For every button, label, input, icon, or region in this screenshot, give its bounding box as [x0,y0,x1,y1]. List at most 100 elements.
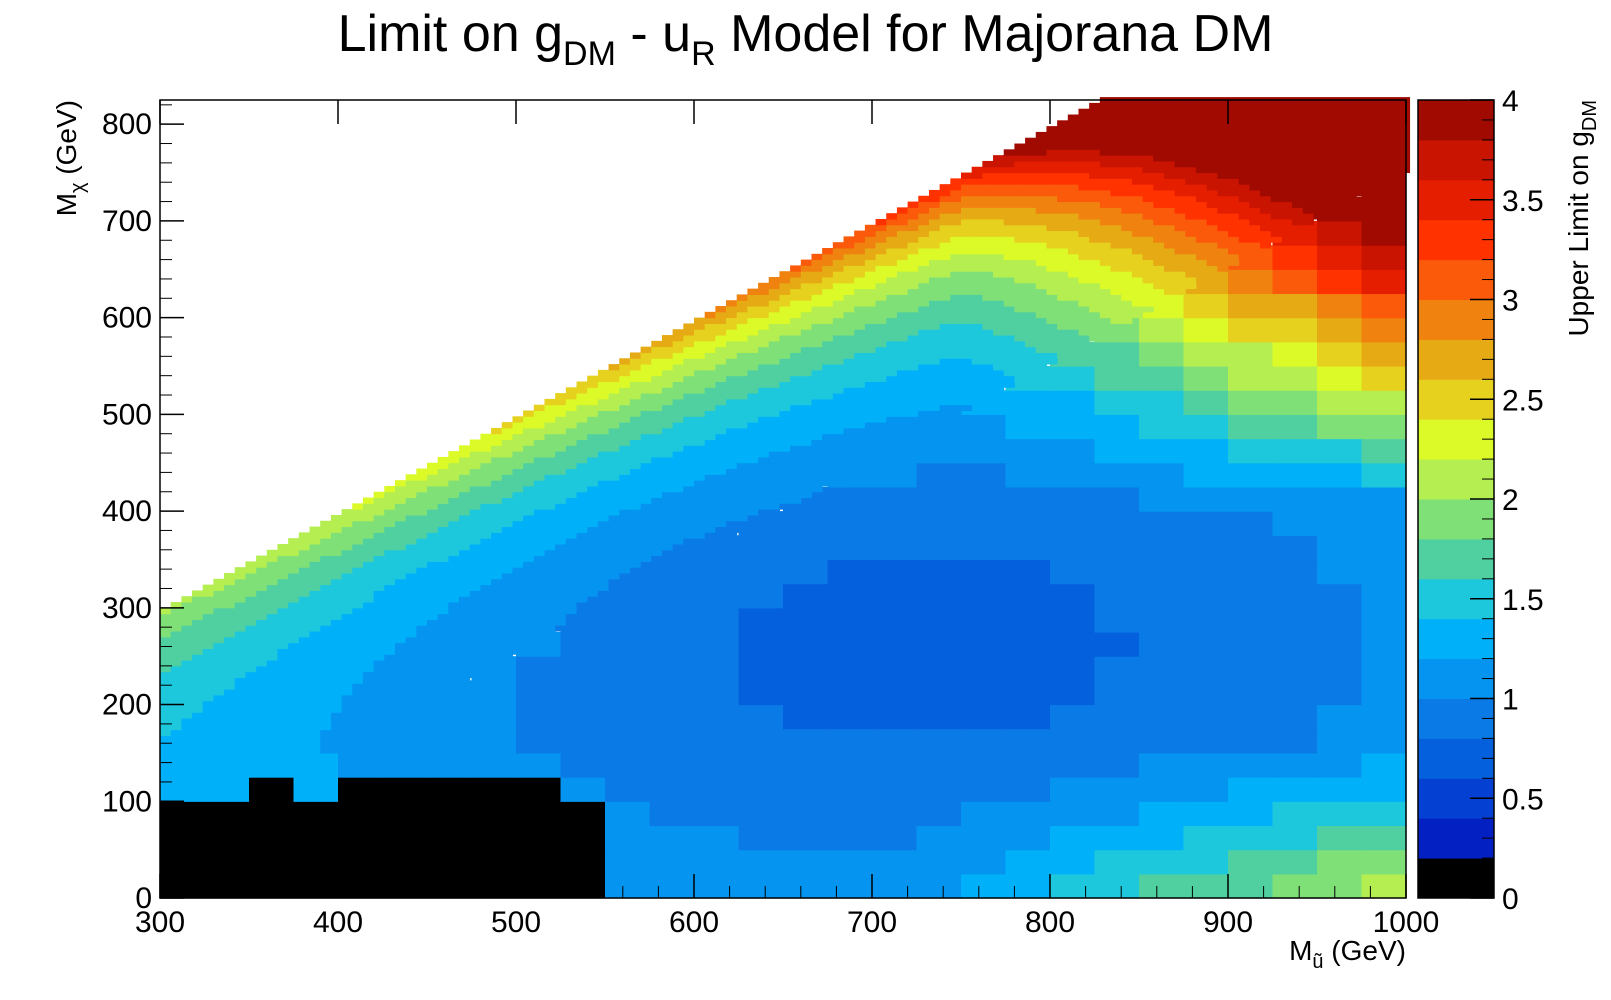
contour-segment [384,584,396,591]
contour-segment [822,247,834,255]
contour-segment [939,300,951,307]
contour-segment [672,346,684,353]
contour-segment [1067,131,1079,139]
contour-segment [800,491,812,499]
contour-segment [565,584,578,591]
contour-segment [1099,137,1112,145]
heatmap-cell [1050,511,1096,536]
contour-segment [427,485,439,493]
contour-segment [758,346,770,353]
contour-segment [256,631,268,638]
contour-segment [1228,131,1240,139]
contour-segment [854,375,866,382]
contour-segment [1163,271,1176,278]
contour-segment [747,485,759,493]
contour-segment [993,364,1005,371]
contour-segment [1163,172,1176,179]
contour-segment [1142,102,1154,110]
contour-segment [320,665,332,673]
contour-segment [362,665,375,673]
contour-segment [886,277,898,284]
heatmap-cell [649,801,695,827]
contour-segment [779,462,791,470]
contour-segment [181,602,193,609]
contour-segment [555,393,567,400]
contour-segment [1195,149,1208,156]
contour-segment [1356,160,1368,168]
contour-segment [576,485,588,493]
contour-segment [437,613,449,620]
contour-segment [587,578,599,586]
contour-segment [1206,230,1218,237]
contour-segment [907,398,919,406]
contour-segment [1153,242,1165,249]
contour-segment [1249,108,1261,116]
contour-segment [416,485,428,493]
contour-segment [1110,131,1122,139]
contour-segment [384,509,396,516]
contour-segment [576,439,588,446]
contour-segment [394,619,407,626]
contour-segment [640,543,652,551]
contour-segment [597,538,610,545]
contour-segment [886,271,898,278]
contour-segment [288,555,300,562]
contour-segment [416,578,428,586]
contour-segment [811,485,823,493]
contour-segment [822,253,834,261]
contour-segment [629,526,642,533]
contour-segment [843,387,855,394]
contour-segment [619,480,631,487]
contour-segment [747,346,759,353]
contour-segment [544,468,556,475]
contour-segment [843,236,855,243]
contour-segment [950,253,962,261]
contour-segment [1057,242,1069,249]
contour-segment [1078,126,1090,133]
heatmap-cell [1183,462,1229,488]
contour-segment [565,590,578,597]
contour-segment [1238,195,1250,203]
contour-segment [918,195,930,203]
contour-segment [394,636,407,644]
contour-segment [362,584,375,591]
contour-segment [661,416,674,423]
contour-segment [373,636,385,644]
contour-segment [961,346,973,353]
contour-segment [811,277,823,284]
contour-segment [790,427,802,435]
contour-segment [213,718,225,725]
heatmap-cell [1050,752,1096,778]
contour-segment [1260,242,1272,249]
contour-segment [629,543,642,551]
contour-segment [907,236,919,243]
contour-segment [1014,213,1026,220]
heatmap-cell [961,632,1007,657]
contour-segment [202,648,214,655]
contour-segment [736,526,748,533]
contour-segment [491,433,503,441]
contour-segment [448,660,460,667]
contour-segment [832,335,845,342]
contour-segment [1334,166,1346,174]
contour-segment [1398,114,1411,121]
contour-segment [394,665,407,673]
contour-segment [256,619,268,626]
heatmap-cell [1050,873,1096,899]
contour-segment [843,462,855,470]
contour-segment [961,189,973,197]
contour-segment [491,607,503,615]
contour-segment [1217,236,1229,243]
heatmap-cell [1094,583,1140,609]
contour-segment [1163,277,1176,284]
contour-segment [918,317,930,324]
contour-segment [918,393,930,400]
contour-segment [683,416,695,423]
contour-segment [640,358,652,365]
heatmap-cell [1317,293,1363,319]
contour-segment [309,631,321,638]
contour-segment [1217,143,1229,150]
contour-segment [1163,201,1176,208]
contour-segment [822,335,834,342]
contour-segment [683,509,695,516]
